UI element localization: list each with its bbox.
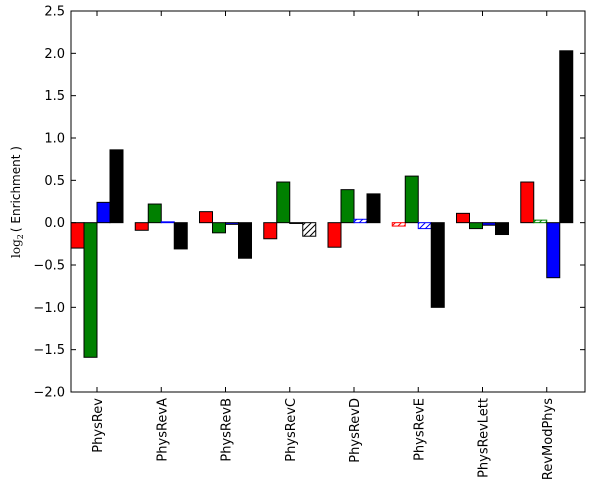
x-tick-label-physreve: PhysRevE: [412, 398, 427, 461]
bar-revmodphys-series-4: [559, 50, 574, 224]
bar-physreve-series-4: [430, 222, 445, 308]
y-tick-label: 2.5: [44, 5, 65, 20]
x-tick-label-physreva: PhysRevA: [155, 398, 170, 462]
bar-physrevb-series-1: [199, 211, 213, 224]
y-axis-label: log2 ( Enrichment ): [9, 146, 25, 258]
bar-physreve-series-3: [417, 222, 432, 230]
bar-physreva-series-2: [147, 203, 162, 224]
y-tick-label: −1.0: [33, 301, 65, 316]
y-axis-label-text: ( Enrichment ): [9, 146, 23, 232]
bar-physrevb-series-4: [238, 222, 252, 259]
bar-physrevc-series-3: [289, 222, 304, 224]
bar-physrev-series-2: [83, 222, 98, 358]
bar-physrevlett-series-1: [456, 212, 470, 224]
x-axis-ticks: PhysRev PhysRevA PhysRevB PhysRevC PhysRevD P…: [91, 11, 556, 480]
bar-physreva-series-4: [173, 222, 188, 250]
bar-physrevc-series-1: [263, 222, 278, 240]
bar-physrevb-series-2: [212, 222, 226, 234]
x-tick-label-physrevd: PhysRevD: [348, 398, 363, 463]
bar-physrev-series-3: [96, 201, 111, 224]
bar-physrevd-series-2: [340, 189, 355, 224]
y-tick-label: 1.0: [44, 132, 65, 147]
bar-physrev-series-1: [70, 222, 85, 249]
bar-physreve-series-2: [404, 175, 419, 224]
x-tick-label-physrevlett: PhysRevLett: [477, 398, 492, 478]
bar-physreva-series-3: [160, 221, 175, 224]
y-tick-label: 0.5: [44, 174, 65, 189]
x-tick-label-revmodphys: RevModPhys: [541, 398, 556, 480]
plot-frame: [70, 10, 586, 393]
bar-physrevb-series-3: [225, 222, 239, 225]
bar-revmodphys-series-1: [520, 181, 535, 224]
bar-physrevd-series-4: [366, 193, 381, 224]
bar-physrevlett-series-2: [469, 222, 483, 230]
y-axis-label-log: log: [9, 239, 23, 258]
y-tick-label: 2.0: [44, 47, 65, 62]
bar-physreve-series-1: [391, 222, 406, 227]
bar-physrevd-series-3: [353, 218, 368, 224]
bar-revmodphys-series-3: [546, 222, 561, 279]
y-axis-ticks: −2.0 −1.5 −1.0 −0.5 0.0 0.5 1.0 1.5 2.0 2.5: [33, 5, 585, 401]
y-tick-label: 0.0: [44, 216, 65, 231]
bar-revmodphys-series-2: [533, 219, 548, 224]
bar-physreva-series-1: [134, 222, 149, 231]
bar-physrevlett-series-4: [495, 222, 509, 236]
bars-group: [70, 50, 574, 358]
x-tick-label-physrevb: PhysRevB: [220, 398, 235, 462]
y-tick-label: −2.0: [33, 386, 65, 401]
y-axis-label-subscript: 2: [16, 234, 25, 239]
x-tick-label-physrevc: PhysRevC: [284, 398, 299, 462]
y-tick-label: 1.5: [44, 89, 65, 104]
bar-physrevd-series-1: [327, 222, 342, 248]
bar-physrevlett-series-3: [482, 222, 496, 226]
x-tick-label-physrev: PhysRev: [91, 398, 106, 453]
bar-physrevc-series-4: [302, 222, 317, 237]
y-tick-label: −0.5: [33, 259, 65, 274]
y-tick-label: −1.5: [33, 343, 65, 358]
bar-physrev-series-4: [109, 149, 124, 224]
bar-physrevc-series-2: [276, 181, 291, 224]
